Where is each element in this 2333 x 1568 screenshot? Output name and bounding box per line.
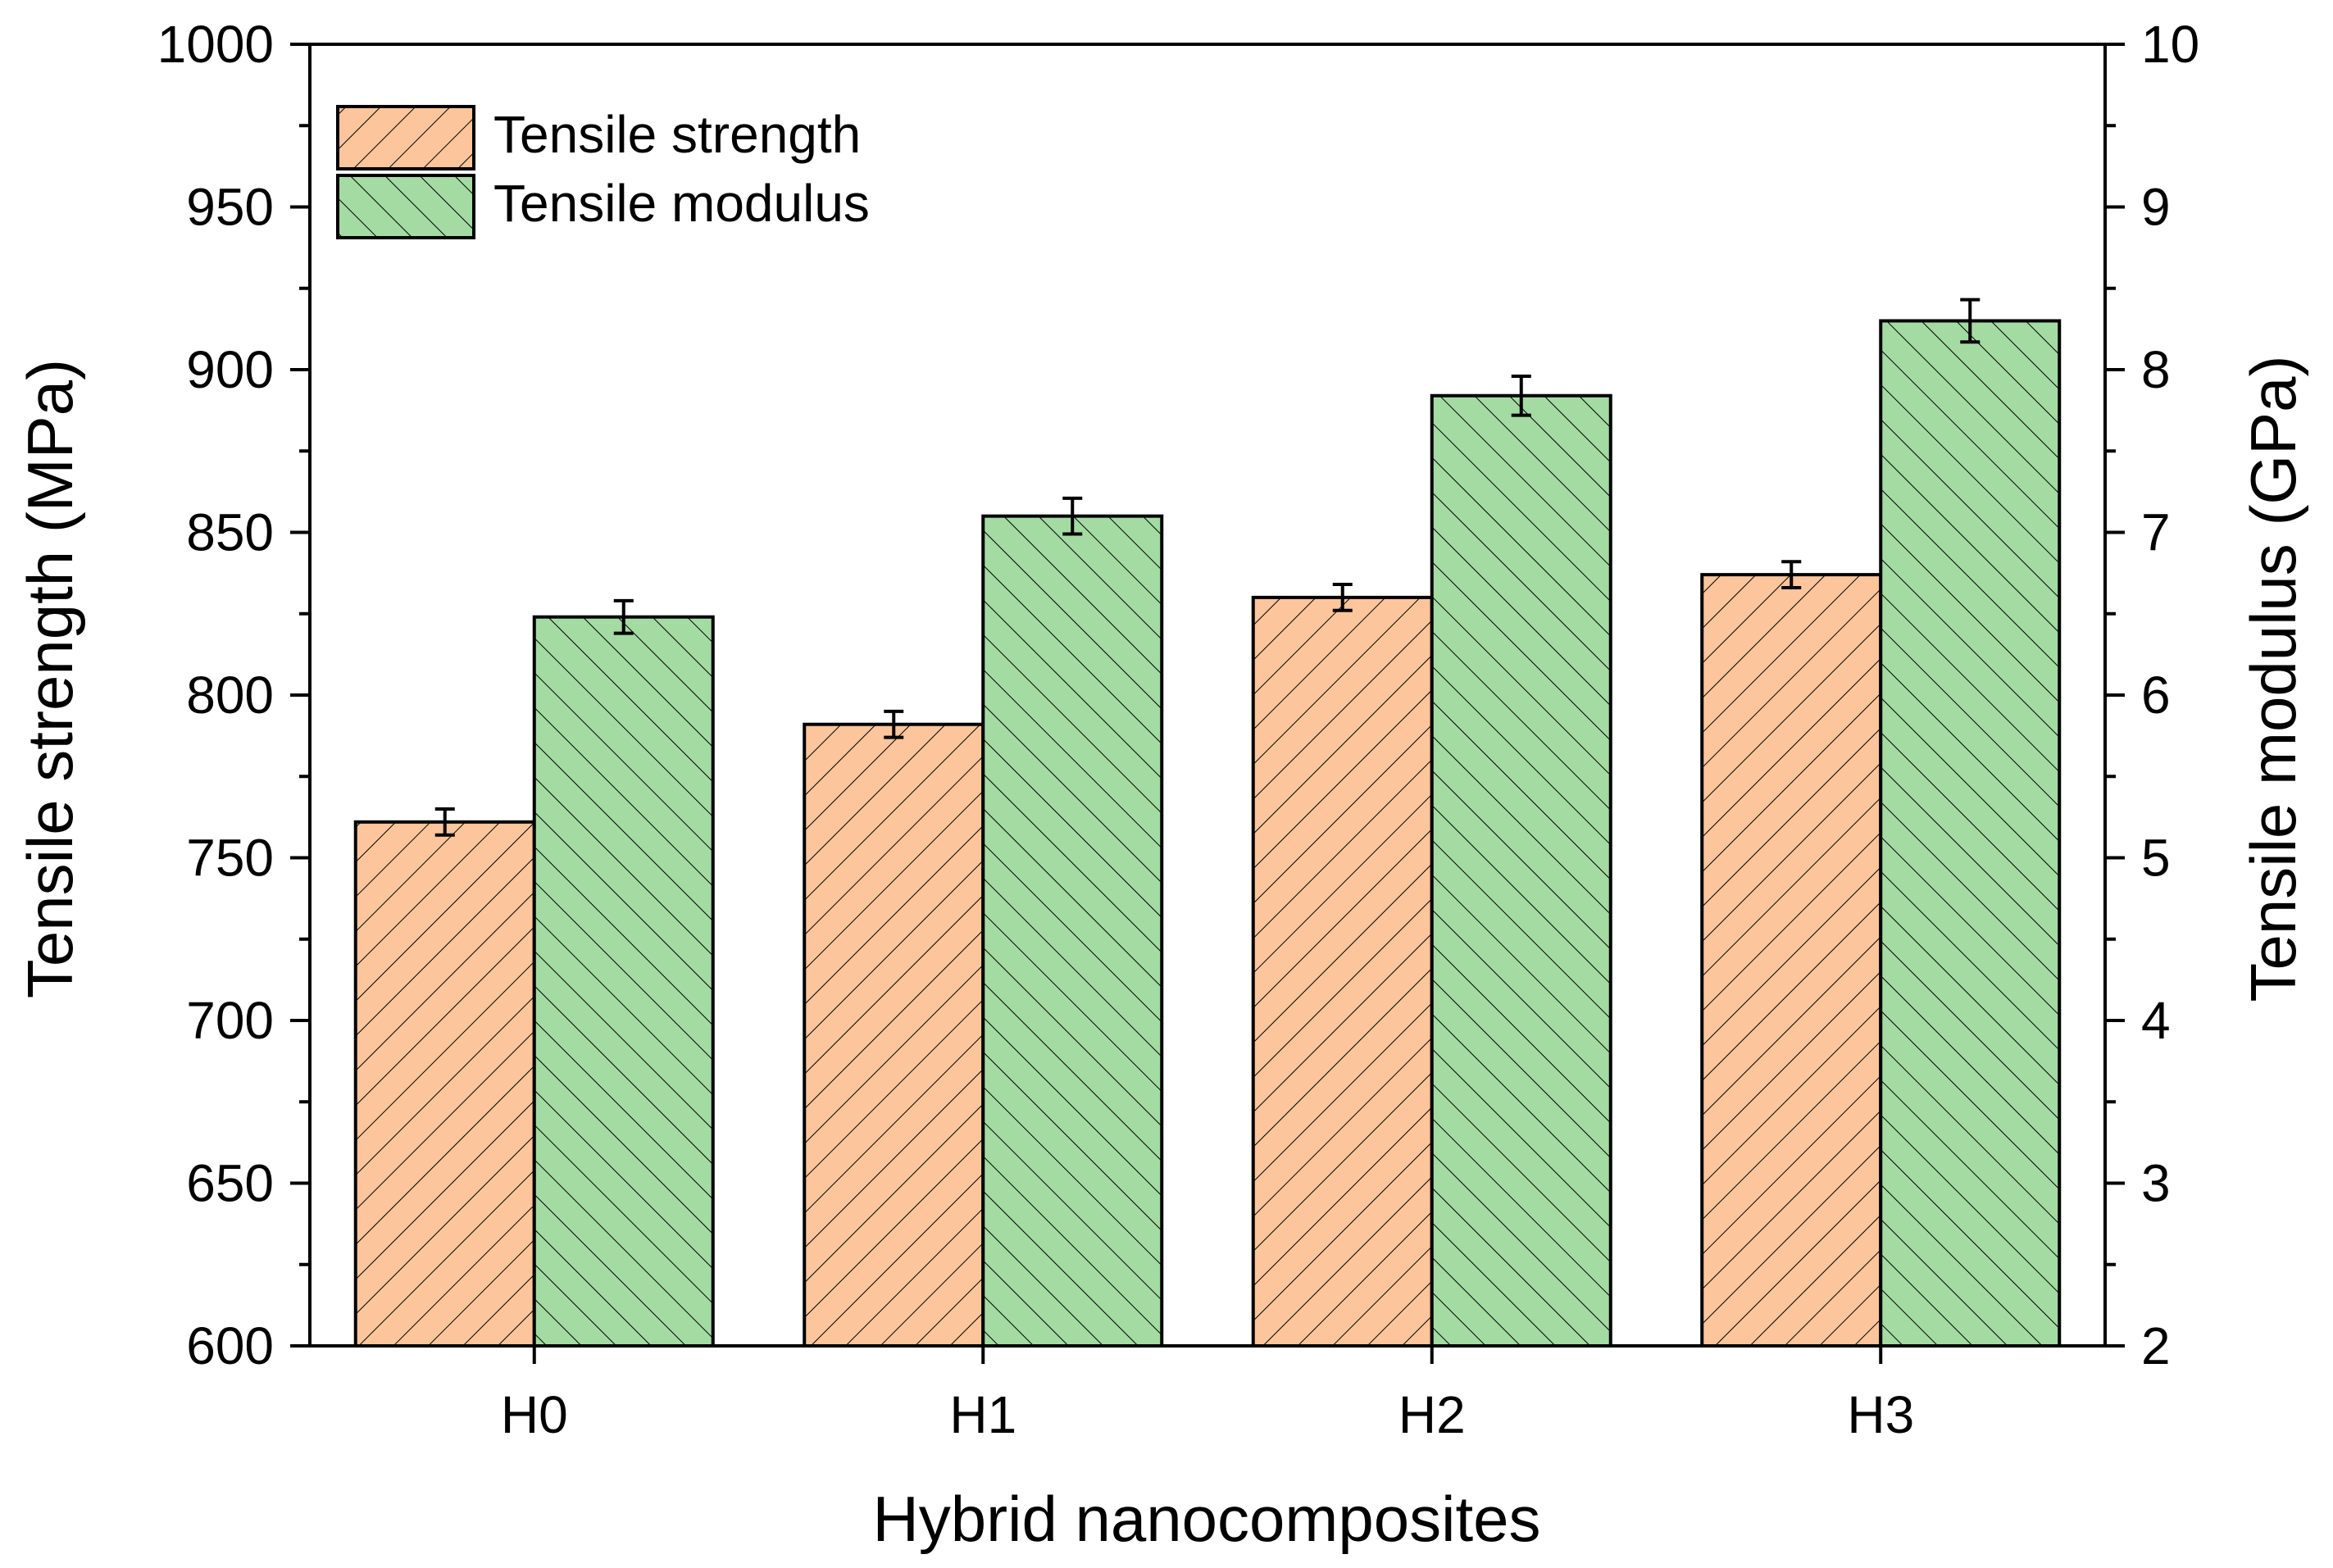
right-y-tick-label: 10 xyxy=(2141,15,2199,74)
left-y-tick-label: 700 xyxy=(186,991,274,1050)
x-tick-label-h2: H2 xyxy=(1398,1385,1466,1444)
x-axis-label: Hybrid nanocomposites xyxy=(872,1483,1540,1555)
bar-tensile-modulus-h0 xyxy=(532,615,715,1348)
right-y-axis-label: Tensile modulus (GPa) xyxy=(2237,356,2309,1002)
x-tick-label-h0: H0 xyxy=(501,1385,568,1444)
right-y-tick-label: 9 xyxy=(2141,178,2171,237)
left-y-tick-label: 650 xyxy=(186,1154,274,1213)
left-y-tick-label: 800 xyxy=(186,666,274,725)
right-y-tick-label: 7 xyxy=(2141,503,2171,562)
bar-tensile-strength-h0 xyxy=(353,820,536,1348)
left-y-tick-label: 750 xyxy=(186,829,274,888)
legend-label-tensile-strength: Tensile strength xyxy=(493,105,861,164)
bar-tensile-strength-h1 xyxy=(803,722,985,1348)
right-y-tick-label: 5 xyxy=(2141,829,2171,888)
left-y-tick-label: 850 xyxy=(186,503,274,562)
left-y-axis-label: Tensile strength (MPa) xyxy=(14,359,86,998)
bar-tensile-modulus-h3 xyxy=(1879,319,2062,1348)
right-y-tick-label: 2 xyxy=(2141,1316,2171,1375)
bar-tensile-strength-h2 xyxy=(1251,595,1434,1348)
legend-swatch-tensile-strength xyxy=(336,105,475,170)
right-y-tick-label: 3 xyxy=(2141,1154,2171,1213)
bar-tensile-modulus-h2 xyxy=(1430,393,1612,1348)
bar-tensile-modulus-h1 xyxy=(981,514,1164,1348)
left-y-tick-label: 900 xyxy=(186,340,274,399)
right-y-tick-label: 8 xyxy=(2141,340,2171,399)
left-y-tick-label: 1000 xyxy=(157,15,274,74)
axes-layer: H0 H1 H2 H3 600 2 650 3 700 4 750 5 800 6 850 7 900 8 950 9… xyxy=(157,15,2200,1444)
left-y-tick-label: 600 xyxy=(186,1316,274,1375)
x-tick-label-h1: H1 xyxy=(949,1385,1016,1444)
bars-layer xyxy=(353,298,2062,1348)
legend: Tensile strength Tensile modulus xyxy=(336,105,870,239)
left-y-tick-label: 950 xyxy=(186,178,274,237)
right-y-tick-label: 6 xyxy=(2141,666,2171,725)
x-tick-label-h3: H3 xyxy=(1847,1385,1914,1444)
bar-tensile-strength-h3 xyxy=(1700,573,1883,1348)
legend-swatch-tensile-modulus xyxy=(336,174,475,239)
legend-label-tensile-modulus: Tensile modulus xyxy=(493,174,870,233)
right-y-tick-label: 4 xyxy=(2141,991,2171,1050)
